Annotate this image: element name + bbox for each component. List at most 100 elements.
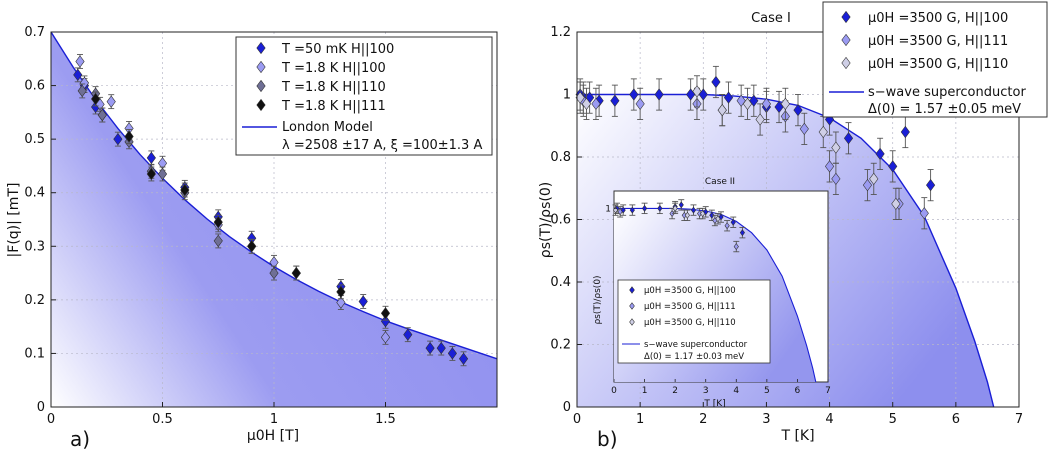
panel-b-point-series-2 xyxy=(581,97,592,111)
panel-b-point-series-0 xyxy=(711,75,721,89)
inset-point-series-0 xyxy=(678,201,684,209)
inset-legend-marker xyxy=(629,286,635,294)
panel-a-ytick-label: 0.5 xyxy=(24,132,45,147)
panel-b-xtick-label: 1 xyxy=(636,412,644,427)
panel-b: 0 1 2 3 4 5 6 7 0 0.2 0.4 0.6 0.8 1 1.2 Case I T [K] ρ… xyxy=(538,1,1048,451)
panel-b-xtick-label: 0 xyxy=(573,412,581,427)
inset-point-series-0 xyxy=(730,218,736,226)
panel-b-ytick-label: 1.2 xyxy=(550,25,571,40)
panel-a-ytick-label: 0.1 xyxy=(24,346,45,361)
panel-a-point-series-3 xyxy=(91,92,101,106)
panel-a-point-series-1 xyxy=(106,95,116,108)
panel-a-point-series-2 xyxy=(97,108,107,122)
inset-point-series-2 xyxy=(684,211,690,219)
panel-a-ytick-label: 0.4 xyxy=(24,186,45,201)
inset-point-series-0 xyxy=(641,204,648,212)
panel-b-point-series-1 xyxy=(919,207,929,220)
panel-a-legend-box xyxy=(235,36,493,156)
inset-point-series-2 xyxy=(700,210,706,218)
panel-b-xlabel: T [K] xyxy=(780,428,814,444)
panel-b-point-series-0 xyxy=(610,94,620,107)
inset-point-series-0 xyxy=(709,211,715,219)
panel-b-legend-model-params: Δ(0) = 1.57 ±0.05 meV xyxy=(868,102,1021,117)
inset-xtick-label: 7 xyxy=(825,386,831,396)
panel-a-legend-model-name: London Model xyxy=(282,120,373,135)
inset-point-series-0 xyxy=(657,204,663,212)
inset-xtick-label: 4 xyxy=(733,386,739,396)
panel-b-legend-text: μ0H =3500 G, H||110 xyxy=(868,57,1008,72)
panel-b-ytick-label: 0.2 xyxy=(550,338,571,353)
panel-b-legend-marker xyxy=(841,33,851,47)
panel-a-point-series-0 xyxy=(458,352,469,365)
panel-b-title: Case I xyxy=(751,11,791,26)
panel-b-xtick-label: 6 xyxy=(952,412,960,427)
inset: 0 1 2 3 4 5 6 7 1 Case II T [K] ρs(T)/ρs(0) μ0H … xyxy=(593,177,831,409)
inset-xtick-label: 2 xyxy=(672,386,678,396)
inset-xtick-label: 6 xyxy=(795,386,801,396)
panel-b-point-series-1 xyxy=(799,122,809,136)
panel-b-point-series-1 xyxy=(761,97,772,111)
panel-a-point-series-0 xyxy=(436,341,446,355)
panel-a-point-series-3 xyxy=(380,307,391,320)
panel-a-point-series-2 xyxy=(213,234,223,248)
panel-a-xlabel: μ0H [T] xyxy=(247,428,299,444)
panel-a-legend-marker xyxy=(256,60,266,74)
panel-b-model-line xyxy=(577,93,995,408)
panel-a-point-series-2 xyxy=(157,167,168,181)
inset-point-series-1 xyxy=(669,210,675,218)
panel-a-legend-marker xyxy=(256,98,266,112)
inset-point-series-0 xyxy=(703,208,709,216)
panel-b-point-series-1 xyxy=(591,97,601,111)
panel-b-point-series-2 xyxy=(692,85,702,98)
panel-a-xtick-label: 0 xyxy=(47,412,55,427)
inset-xlabel: T [K] xyxy=(703,399,725,409)
panel-a-point-series-1 xyxy=(380,331,391,344)
panel-a-point-series-2 xyxy=(269,266,279,280)
inset-point-series-0 xyxy=(620,206,626,214)
panel-a-point-series-3 xyxy=(213,216,223,229)
panel-b-point-series-0 xyxy=(900,125,910,139)
panel-a-point-series-0 xyxy=(146,151,156,165)
panel-b-point-series-2 xyxy=(891,197,901,211)
inset-xtick-label: 5 xyxy=(764,386,770,396)
panel-b-ytick-label: 0.8 xyxy=(550,150,571,165)
panel-a-point-series-3 xyxy=(180,183,190,197)
panel-a-ytick-label: 0.2 xyxy=(24,293,45,308)
panel-a-point-series-0 xyxy=(380,315,391,328)
panel-b-point-series-1 xyxy=(824,160,835,173)
panel-a-point-series-0 xyxy=(113,132,123,146)
inset-legend-text: μ0H =3500 G, H||111 xyxy=(644,302,736,312)
panel-b-point-series-0 xyxy=(843,132,854,145)
inset-legend-model-params: Δ(0) = 1.17 ±0.03 meV xyxy=(644,352,744,362)
inset-point-series-1 xyxy=(617,208,623,216)
panel-b-point-series-0 xyxy=(875,147,885,161)
panel-b-point-series-0 xyxy=(629,88,639,101)
panel-b-point-series-2 xyxy=(755,113,765,126)
inset-legend: μ0H =3500 G, H||100 μ0H =3500 G, H||111 μ0… xyxy=(617,279,771,364)
inset-title: Case II xyxy=(705,177,735,187)
panel-a-point-series-1 xyxy=(75,55,85,68)
panel-b-legend-box xyxy=(822,1,1048,118)
panel-b-ytick-label: 0.6 xyxy=(550,213,571,228)
panel-b-point-series-2 xyxy=(831,141,841,154)
inset-point-series-0 xyxy=(739,229,745,237)
inset-point-series-2 xyxy=(715,215,721,223)
panel-a-point-series-1 xyxy=(336,296,346,309)
panel-b-xtick-label: 2 xyxy=(699,412,707,427)
panel-a-legend-text: T =1.8 K H||100 xyxy=(281,61,386,76)
panel-a-point-series-0 xyxy=(447,347,457,360)
panel-b-legend: μ0H =3500 G, H||100 μ0H =3500 G, H||111 μ0… xyxy=(822,1,1048,118)
panel-a-point-series-0 xyxy=(73,68,83,82)
panel-b-point-series-0 xyxy=(723,91,734,104)
inset-point-series-1 xyxy=(724,222,730,230)
inset-point-series-0 xyxy=(629,206,635,214)
inset-ylabel: ρs(T)/ρs(0) xyxy=(593,275,603,324)
inset-legend-marker xyxy=(629,318,635,326)
panel-b-point-series-0 xyxy=(749,94,759,107)
panel-a-point-series-2 xyxy=(77,84,87,98)
panel-a-legend-text: T =1.8 K H||111 xyxy=(281,99,386,114)
inset-point-series-0 xyxy=(690,206,697,214)
panel-b-point-series-1 xyxy=(862,178,873,192)
panel-a-ytick-label: 0.7 xyxy=(24,25,45,40)
panel-a-legend: T =50 mK H||100 T =1.8 K H||100 T =1.8 K H… xyxy=(235,36,493,156)
